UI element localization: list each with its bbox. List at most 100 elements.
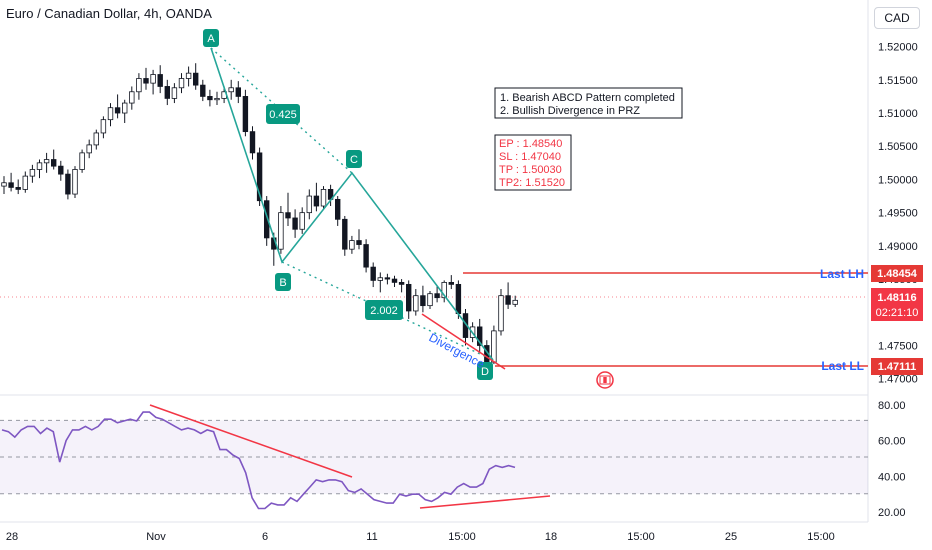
candle-body [420, 295, 426, 307]
last-ll-price-badge [871, 358, 923, 375]
rsi-tick-label: 40.00 [878, 471, 906, 483]
candle-body [200, 84, 206, 97]
candle-body [15, 187, 21, 190]
candle-body [285, 212, 291, 219]
candle-body [263, 200, 270, 239]
rsi-scale[interactable]: 80.00 60.00 40.00 20.00 [878, 400, 906, 519]
time-axis[interactable]: 28 Nov 6 11 15:00 18 15:00 25 15:00 [6, 531, 835, 543]
candle-body [100, 119, 107, 134]
candle-body [122, 102, 128, 114]
candle-body [320, 189, 327, 207]
candle-body [498, 295, 504, 332]
canada-flag-icon[interactable] [596, 371, 614, 389]
note-line-1: 1. Bearish ABCD Pattern completed [500, 92, 675, 104]
candle-body [342, 218, 348, 250]
last-ll-price-text: 1.47111 [878, 361, 917, 373]
stop-loss-text: SL : 1.47040 [499, 151, 561, 163]
point-d-badge [477, 362, 493, 380]
candle-body [455, 283, 462, 315]
point-b-badge [275, 273, 291, 291]
candle-body [370, 266, 376, 281]
candle-body [413, 295, 419, 312]
price-tick-label: 1.50000 [878, 174, 918, 186]
time-tick-label: Nov [146, 531, 166, 543]
candles-group [1, 63, 518, 371]
time-tick-label: 18 [545, 531, 557, 543]
candle-body [235, 87, 241, 97]
point-d-label: D [481, 366, 489, 378]
last-lh-price-text: 1.48454 [877, 268, 918, 280]
point-a-badge [203, 29, 219, 47]
take-profit-text: TP : 1.50030 [499, 164, 562, 176]
candle-body [278, 212, 284, 250]
candle-body [185, 72, 192, 79]
levels-box [494, 134, 572, 191]
candle-body [384, 277, 391, 280]
candle-body [242, 96, 249, 133]
price-tick-label: 1.47000 [878, 374, 918, 386]
candle-body [114, 107, 121, 114]
point-c-label: C [350, 154, 358, 166]
time-tick-label: 11 [366, 531, 377, 543]
abcd-pattern-line [210, 47, 494, 361]
candle-body [441, 281, 447, 299]
entry-text: EP : 1.48540 [499, 138, 562, 150]
candle-body [1, 182, 7, 187]
time-tick-label: 15:00 [807, 531, 835, 543]
current-price-badge [871, 288, 923, 321]
currency-button[interactable]: CAD [874, 7, 920, 29]
time-tick-label: 15:00 [627, 531, 655, 543]
candle-body [256, 152, 263, 202]
price-tick-label: 1.47500 [878, 340, 918, 352]
point-c-badge [346, 150, 362, 168]
time-tick-label: 25 [725, 531, 737, 543]
candle-body [79, 152, 85, 170]
candle-body [391, 278, 398, 283]
candle-body [299, 212, 305, 230]
candle-body [505, 295, 511, 305]
candle-body [178, 78, 185, 89]
ratio-cd-label: 2.002 [370, 305, 398, 317]
candle-body [292, 217, 298, 230]
bd-extension-line [281, 261, 494, 361]
candle-body [512, 299, 518, 305]
candle-body [434, 293, 440, 299]
candle-body [349, 240, 355, 250]
candle-body [86, 144, 92, 154]
price-tick-label: 1.49000 [878, 241, 918, 253]
notes-box [494, 87, 683, 119]
price-tick-label: 1.50500 [878, 141, 918, 153]
price-tick-label: 1.51500 [878, 75, 918, 87]
candle-body [107, 107, 114, 121]
candle-body [65, 173, 71, 195]
ratio-cd-badge [365, 300, 403, 320]
note-line-2: 2. Bullish Divergence in PRZ [500, 105, 640, 117]
price-divergence-line [421, 313, 506, 370]
candle-body [214, 98, 220, 101]
candle-body [448, 281, 454, 285]
price-tick-label: 1.52000 [878, 42, 918, 54]
candle-body [249, 131, 256, 154]
point-b-label: B [279, 277, 286, 289]
candle-body [43, 159, 50, 164]
candle-body [334, 198, 341, 220]
candle-body [171, 87, 178, 99]
price-tick-label: 1.49500 [878, 208, 918, 220]
time-tick-label: 15:00 [448, 531, 476, 543]
price-scale[interactable]: 1.52000 1.51500 1.51000 1.50500 1.50000 1.495… [878, 42, 918, 386]
rsi-trendline [149, 404, 353, 478]
candle-body [143, 78, 149, 84]
candle-body [164, 86, 170, 99]
candle-body [129, 91, 135, 104]
last-lh-price-badge [871, 265, 923, 282]
candle-body [427, 293, 433, 307]
rsi-divergence-line [419, 495, 551, 509]
candle-body [306, 195, 312, 214]
candle-body [72, 169, 78, 195]
candle-body [192, 72, 199, 86]
candle-body [136, 78, 142, 93]
candle-body [207, 96, 213, 101]
rsi-tick-label: 20.00 [878, 507, 906, 519]
chart-title: Euro / Canadian Dollar, 4h, OANDA [6, 6, 212, 21]
